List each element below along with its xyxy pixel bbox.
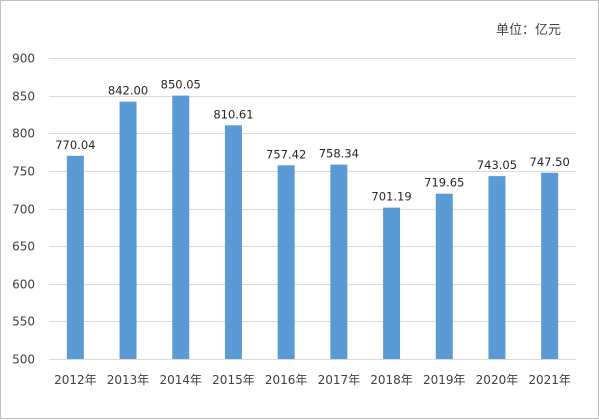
bar [172, 95, 190, 359]
data-label: 701.19 [371, 190, 411, 204]
y-tick-label: 850 [12, 90, 35, 104]
bar [330, 164, 348, 359]
y-tick-label: 650 [12, 240, 35, 254]
bar [383, 207, 401, 359]
data-label: 747.50 [530, 155, 570, 169]
y-tick-label: 500 [12, 353, 35, 367]
x-tick-label: 2015年 [212, 373, 255, 387]
data-label: 757.42 [266, 147, 306, 161]
x-tick-label: 2018年 [370, 373, 413, 387]
unit-label: 单位：亿元 [496, 23, 561, 38]
bars [66, 95, 559, 360]
data-label: 758.34 [319, 147, 359, 161]
data-label: 770.04 [55, 138, 95, 152]
bar [488, 176, 506, 359]
x-axis-ticks: 2012年 2013年 2014年 2015年 2016年 2017年 2018年 2019年… [54, 373, 571, 387]
y-tick-label: 750 [12, 165, 35, 179]
bar [224, 125, 242, 359]
data-label: 842.00 [108, 84, 148, 98]
bar [435, 193, 453, 359]
x-tick-label: 2014年 [159, 373, 202, 387]
x-tick-label: 2013年 [107, 373, 150, 387]
y-tick-label: 900 [12, 52, 35, 66]
data-label: 719.65 [424, 176, 464, 190]
x-tick-label: 2012年 [54, 373, 97, 387]
bar [119, 101, 137, 360]
x-tick-label: 2020年 [476, 373, 519, 387]
data-label: 810.61 [213, 107, 253, 121]
x-tick-label: 2021年 [528, 373, 571, 387]
data-labels: 770.04 842.00 850.05 810.61 757.42 758.34 701.… [55, 78, 570, 204]
x-tick-label: 2016年 [265, 373, 308, 387]
y-tick-label: 700 [12, 203, 35, 217]
x-tick-label: 2017年 [318, 373, 361, 387]
data-label: 850.05 [161, 78, 201, 92]
x-tick-label: 2019年 [423, 373, 466, 387]
bar [541, 172, 559, 359]
y-axis-ticks: 500 550 600 650 700 750 800 850 900 [12, 52, 35, 367]
bar [277, 165, 295, 359]
y-tick-label: 800 [12, 127, 35, 141]
y-tick-label: 550 [12, 315, 35, 329]
gridlines [49, 58, 576, 360]
data-label: 743.05 [477, 158, 517, 172]
y-tick-label: 600 [12, 278, 35, 292]
bar [66, 155, 84, 359]
